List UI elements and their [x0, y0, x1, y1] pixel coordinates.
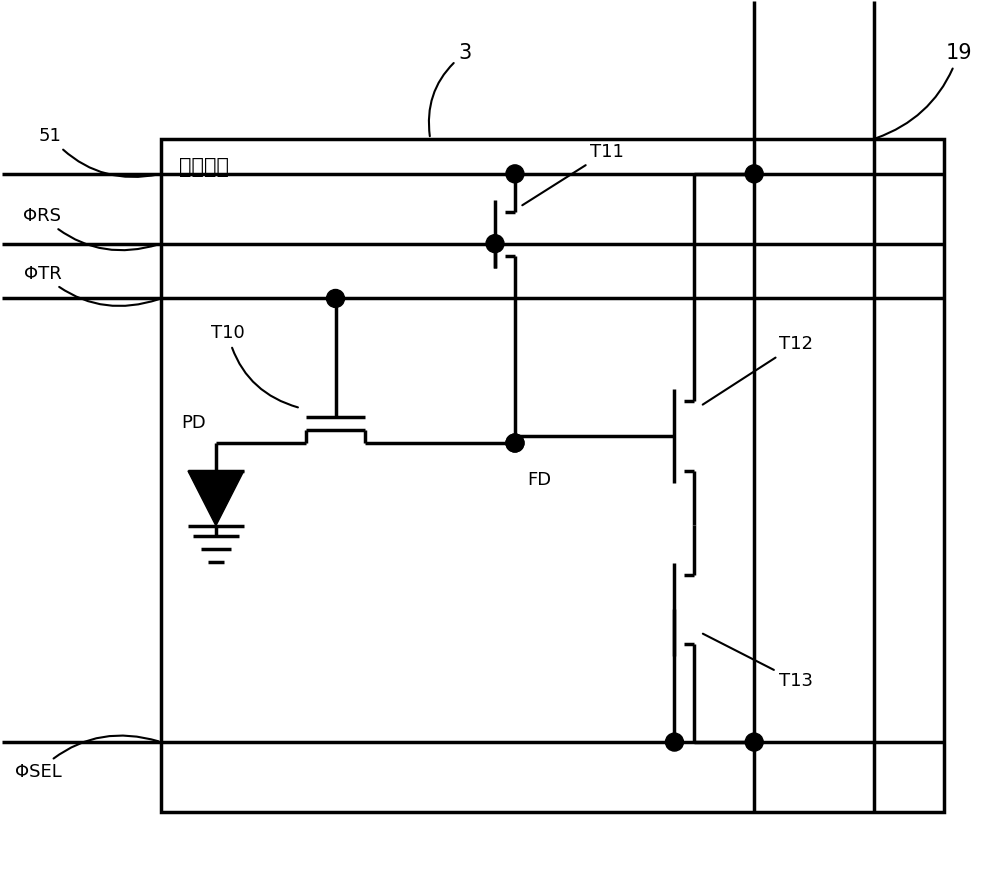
Circle shape: [486, 235, 504, 253]
Circle shape: [506, 434, 524, 452]
Bar: [161, 139, 944, 812]
Text: FD: FD: [527, 471, 551, 489]
Polygon shape: [188, 471, 244, 526]
Circle shape: [745, 733, 763, 751]
Circle shape: [506, 165, 524, 183]
Circle shape: [327, 289, 344, 307]
Text: 像素电路: 像素电路: [179, 157, 229, 177]
Text: 3: 3: [429, 43, 472, 137]
Text: ΦTR: ΦTR: [24, 264, 158, 306]
Text: T13: T13: [703, 634, 813, 690]
Text: 19: 19: [876, 43, 972, 138]
Text: T12: T12: [703, 335, 813, 405]
Text: T11: T11: [522, 143, 624, 205]
Text: PD: PD: [181, 414, 206, 432]
Text: 51: 51: [38, 127, 158, 177]
Circle shape: [506, 434, 524, 452]
Text: ΦRS: ΦRS: [23, 206, 158, 250]
Circle shape: [745, 165, 763, 183]
Text: ΦSEL: ΦSEL: [15, 736, 158, 781]
Text: T10: T10: [211, 324, 298, 407]
Circle shape: [665, 733, 683, 751]
